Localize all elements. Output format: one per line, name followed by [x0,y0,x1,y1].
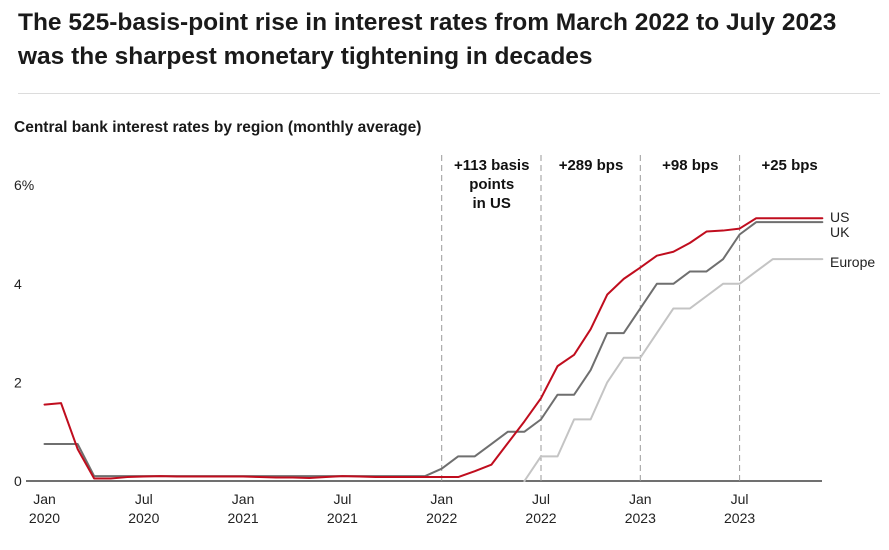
y-tick-label: 4 [14,276,22,292]
annotation-label-line: points [469,176,514,193]
annotation-label-line: +113 basis [454,157,529,174]
x-tick-month: Jan [33,491,56,507]
x-tick-month: Jan [232,491,255,507]
annotation-label-line: +98 bps [662,157,718,174]
x-tick-month: Jul [135,491,153,507]
chart-title: Central bank interest rates by region (m… [14,119,422,136]
tick-labels-layer: 0 2 4 6% Jan 2020 Jul 2020 Jan 2021 Jul 2021 Jan 2022… [14,177,755,526]
x-tick-year: 2023 [724,510,755,526]
annotation-label-line: +25 bps [761,157,817,174]
series-line-uk [43,221,824,478]
series-line-us [43,217,824,480]
x-tick-year: 2020 [128,510,159,526]
series-layer [43,217,824,482]
legend-label-uk: UK [830,224,850,240]
annotation-label-2: +98 bps [662,157,718,174]
x-tick-year: 2022 [426,510,457,526]
x-tick-year: 2021 [327,510,358,526]
annotation-label-line: in US [473,195,511,212]
y-tick-label: 6% [14,177,34,193]
x-tick-year: 2021 [228,510,259,526]
headline: The 525-basis-point rise in interest rat… [18,9,837,70]
x-tick-year: 2023 [625,510,656,526]
annotation-label-0: +113 basis points in US [454,157,529,212]
x-tick-month: Jul [333,491,351,507]
x-tick-year: 2022 [525,510,556,526]
x-tick-month: Jan [430,491,453,507]
legend-label-europe: Europe [830,254,875,270]
annotation-label-1: +289 bps [559,157,624,174]
annotation-label-3: +25 bps [761,157,817,174]
y-tick-label: 2 [14,374,22,390]
x-tick-month: Jul [532,491,550,507]
y-tick-label: 0 [14,473,22,489]
x-tick-year: 2020 [29,510,60,526]
x-tick-month: Jul [731,491,749,507]
x-tick-month: Jan [629,491,652,507]
divider-rule [18,93,880,94]
annotation-label-line: +289 bps [559,157,624,174]
annotations-layer: +113 basis points in US +289 bps +98 bps +25 … [441,155,818,481]
legend-label-us: US [830,209,849,225]
series-line-europe [523,258,824,482]
